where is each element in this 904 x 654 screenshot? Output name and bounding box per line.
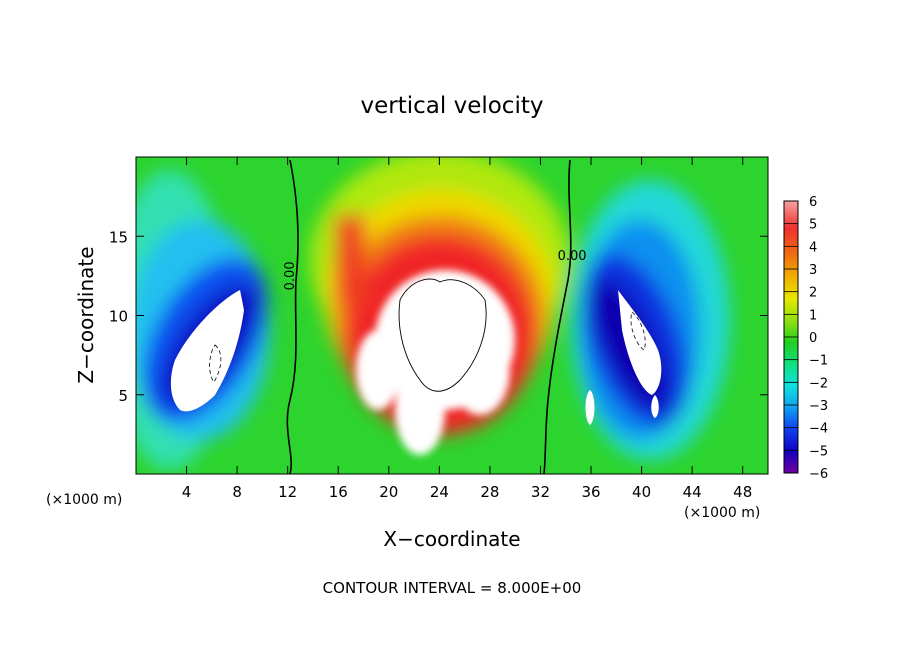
y-tick-label: 10	[109, 308, 128, 326]
x-tick-label: 24	[430, 483, 449, 501]
x-axis: 4 8 12 16 20 24 28 32 36 40 44 48	[182, 157, 752, 501]
x-tick-label: 12	[278, 483, 297, 501]
colorbar-tick-label: −5	[809, 444, 828, 459]
colorbar-tick-label: −4	[809, 422, 828, 437]
x-tick-label: 36	[581, 483, 600, 501]
colorbar-ticks: 6 5 4 3 2 1 0 −1 −2 −3 −4 −5 −6	[784, 195, 828, 482]
y-axis-label: Z−coordinate	[74, 246, 98, 383]
x-tick-label: 32	[531, 483, 550, 501]
x-tick-label: 48	[733, 483, 752, 501]
colorbar-tick-label: −3	[809, 399, 828, 414]
x-unit-right: (×1000 m)	[684, 505, 760, 521]
contour-interval-note: CONTOUR INTERVAL = 8.000E+00	[323, 579, 582, 597]
chart-title: vertical velocity	[361, 93, 544, 119]
x-tick-label: 20	[379, 483, 398, 501]
x-unit-left: (×1000 m)	[46, 492, 122, 508]
contour-label: 0.00	[558, 249, 587, 264]
x-tick-label: 8	[232, 483, 242, 501]
y-tick-label: 15	[109, 228, 128, 246]
colorbar-tick-label: −2	[809, 376, 828, 391]
colorbar-tick-label: 0	[809, 331, 817, 346]
colorbar-tick-label: −6	[809, 467, 828, 482]
x-tick-label: 16	[329, 483, 348, 501]
y-tick-label: 5	[118, 387, 128, 405]
colorbar-tick-label: 4	[809, 240, 817, 255]
y-axis: 5 10 15	[109, 228, 768, 405]
x-tick-label: 44	[683, 483, 702, 501]
x-tick-label: 28	[480, 483, 499, 501]
colorbar-tick-label: −1	[809, 354, 828, 369]
x-tick-label: 4	[182, 483, 192, 501]
contour-label: 0.00	[283, 261, 298, 290]
colorbar-tick-label: 5	[809, 218, 817, 233]
contour-labels: 0.00 0.00	[283, 249, 587, 290]
colorbar-tick-label: 3	[809, 263, 817, 278]
heatmap-field	[136, 157, 768, 474]
colorbar-tick-label: 2	[809, 286, 817, 301]
x-tick-label: 40	[632, 483, 651, 501]
colorbar-tick-label: 1	[809, 308, 817, 323]
x-axis-label: X−coordinate	[383, 527, 520, 551]
colorbar-tick-label: 6	[809, 195, 817, 210]
